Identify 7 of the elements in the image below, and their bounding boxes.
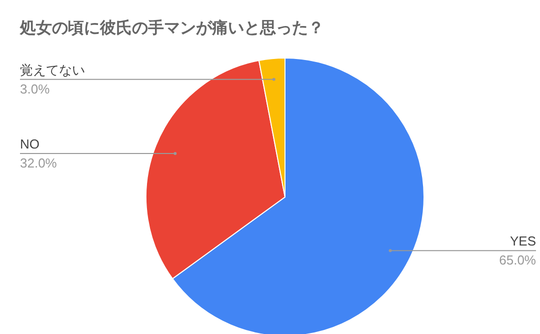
data-label: 32.0% [20,156,58,171]
slice-label: YES [510,234,536,249]
data-label: 3.0% [20,81,50,96]
chart-title: 処女の頃に彼氏の手マンが痛いと思った？ [20,18,324,39]
data-label: 65.0% [499,252,536,268]
slice-label: 覚えてない [20,62,85,78]
slice-label: NO [20,136,40,152]
